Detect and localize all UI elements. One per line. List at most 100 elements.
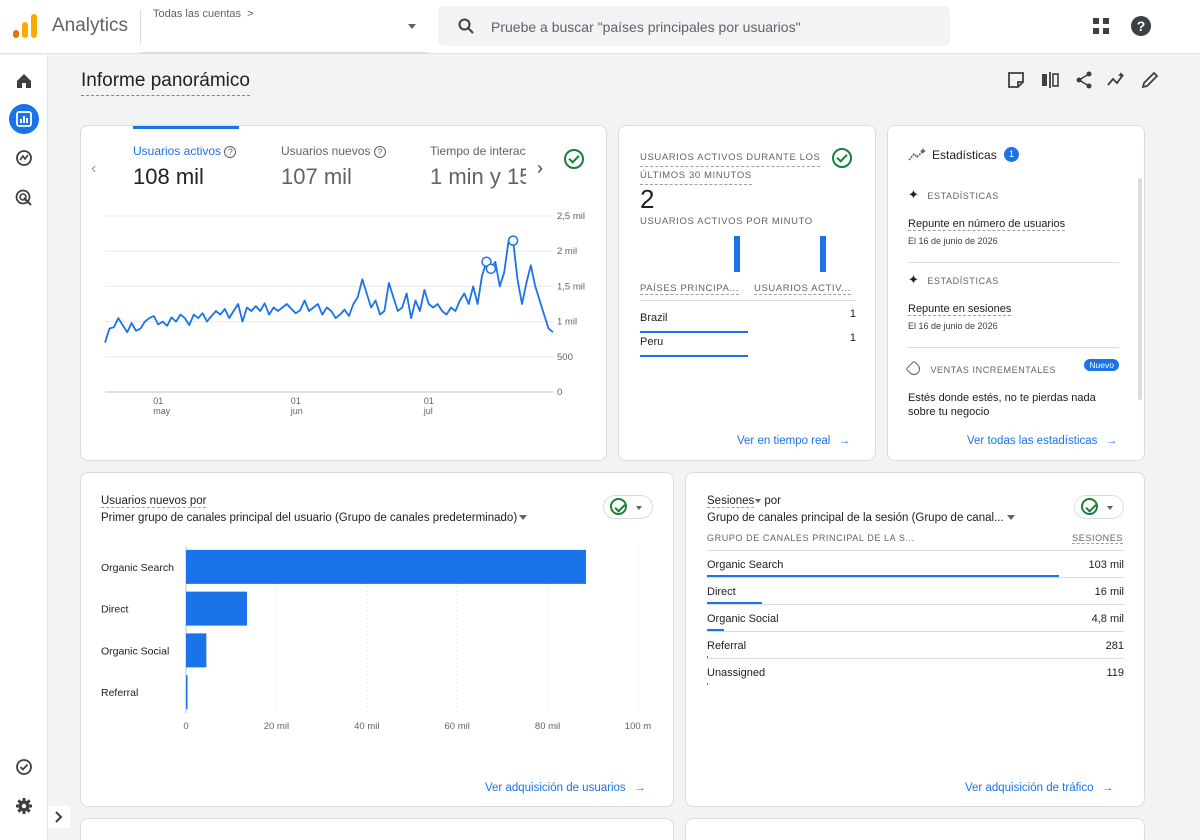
card-footer (888, 418, 1144, 460)
table-row[interactable]: Peru 1 (640, 332, 856, 357)
check-status-icon[interactable] (832, 148, 852, 168)
help-icon[interactable]: ? (1131, 16, 1151, 36)
table-row[interactable]: Referral 281 (707, 632, 1124, 659)
scrollbar[interactable] (1138, 178, 1142, 400)
caret-down-icon (755, 498, 762, 503)
next-card (685, 818, 1145, 840)
table-row[interactable]: Organic Social 4,8 mil (707, 605, 1124, 632)
chevron-right-icon (55, 811, 63, 823)
account-selector[interactable]: Todas las cuentas > (153, 8, 254, 20)
explore-icon[interactable] (9, 143, 39, 173)
row-channel: Direct (707, 586, 736, 598)
overview-card: ‹ Usuarios activos ? 108 mil Usuarios nu… (80, 125, 607, 461)
compare-status-dropdown[interactable] (1074, 495, 1124, 519)
bar[interactable] (186, 675, 188, 710)
tab-value: 107 mil (281, 164, 352, 189)
y-tick-label: 0 (557, 387, 562, 398)
settings-gear-icon[interactable] (9, 791, 39, 821)
sessions-card: Sesiones por Grupo de canales principal d… (685, 472, 1145, 807)
dimension-label: Grupo de canales principal de la sesión … (707, 512, 1004, 524)
insights-icon[interactable] (1106, 70, 1126, 90)
view-traffic-acquisition-link[interactable]: Ver adquisición de tráfico → (965, 778, 1113, 796)
per-minute-bars (640, 236, 856, 272)
tab-new-users[interactable]: Usuarios nuevos ? 107 mil (281, 144, 386, 190)
caret-down-icon[interactable] (408, 24, 416, 29)
apps-grid-icon[interactable] (1093, 18, 1109, 34)
insight-item[interactable]: ✦ ESTADÍSTICAS Repunte en número de usua… (908, 186, 1119, 246)
row-share-bar (707, 683, 708, 685)
minute-bar[interactable] (734, 236, 740, 272)
col-header-countries[interactable]: PAÍSES PRINCIPA... (640, 283, 740, 295)
y-tick-label: 1,5 mil (557, 281, 585, 292)
edit-pencil-icon[interactable] (1140, 70, 1160, 90)
next-arrow-icon[interactable]: › (537, 158, 543, 178)
dimension-selector[interactable]: Grupo de canales principal de la sesión … (707, 512, 1015, 524)
bar[interactable] (186, 591, 248, 626)
expand-nav-button[interactable] (48, 806, 70, 828)
view-all-insights-link[interactable]: Ver todas las estadísticas → (967, 431, 1117, 449)
search-input[interactable]: Pruebe a buscar "países principales por … (491, 19, 801, 35)
insights-count-badge: 1 (1004, 147, 1019, 162)
realtime-title-line: ÚLTIMOS 30 MINUTOS (640, 167, 752, 185)
row-country: Peru (640, 336, 664, 348)
search-box[interactable]: Pruebe a buscar "países principales por … (438, 6, 950, 46)
row-users: 1 (849, 308, 856, 320)
sparkle-icon: ✦ (908, 187, 919, 202)
realtime-card: USUARIOS ACTIVOS DURANTE LOS ÚLTIMOS 30 … (618, 125, 876, 461)
category-label: Direct (101, 604, 129, 616)
row-channel: Referral (707, 640, 747, 652)
row-share-bar (707, 602, 762, 604)
anomaly-marker[interactable] (485, 263, 497, 275)
arrow-right-icon: → (838, 435, 851, 447)
col-header-channel[interactable]: GRUPO DE CANALES PRINCIPAL DE LA S... (707, 533, 915, 543)
dimension-selector[interactable]: Primer grupo de canales principal del us… (101, 512, 528, 524)
series-line[interactable] (104, 239, 554, 343)
admin-check-icon[interactable] (9, 752, 39, 782)
bar[interactable] (186, 633, 207, 668)
advertising-icon[interactable] (9, 183, 39, 213)
reports-icon[interactable] (9, 104, 39, 134)
customize-report-icon[interactable] (1006, 70, 1026, 90)
table-row[interactable]: Organic Search 103 mil (707, 551, 1124, 578)
row-share-bar (640, 355, 748, 357)
analytics-logo-icon[interactable] (13, 14, 37, 38)
x-tick-label: may (153, 406, 171, 416)
metric-label: Sesiones (707, 495, 755, 508)
view-user-acquisition-link[interactable]: Ver adquisición de usuarios → (485, 778, 646, 796)
insight-item[interactable]: ✦ ESTADÍSTICAS Repunte en sesiones El 16… (908, 271, 1119, 331)
table-row[interactable]: Direct 16 mil (707, 578, 1124, 605)
prev-arrow-icon[interactable]: ‹ (91, 160, 97, 177)
promo-item[interactable]: VENTAS INCREMENTALES Nuevo Estés donde e… (905, 359, 1119, 418)
anomaly-marker[interactable] (507, 235, 519, 246)
page-title[interactable]: Informe panorámico (81, 70, 250, 96)
bar[interactable] (186, 549, 587, 584)
row-share-bar (707, 629, 724, 631)
minute-bar[interactable] (820, 236, 826, 272)
compare-status-dropdown[interactable] (603, 495, 653, 519)
x-tick-label: 80 mil (535, 721, 560, 732)
compare-icon[interactable] (1040, 70, 1060, 90)
row-sessions: 119 (1106, 667, 1124, 679)
tab-value: 1 min y 15 (430, 164, 526, 189)
y-tick-label: 2 mil (557, 246, 577, 257)
tab-value: 108 mil (133, 164, 204, 189)
divider (908, 262, 1119, 263)
new-users-bar-chart: 0 20 mil 40 mil 60 mil 80 mil 100 m Organic Se… (101, 546, 651, 732)
table-row[interactable]: Brazil 1 (640, 308, 856, 333)
dimension-label: Primer grupo de canales principal del us… (101, 512, 518, 524)
active-tab-indicator (133, 126, 239, 129)
table-row[interactable]: Unassigned 119 (707, 659, 1124, 686)
home-icon[interactable] (9, 66, 39, 96)
view-realtime-link[interactable]: Ver en tiempo real → (737, 431, 850, 449)
sessions-title[interactable]: Sesiones por (707, 495, 781, 508)
tab-engagement-time[interactable]: Tiempo de interac 1 min y 15 (430, 144, 526, 190)
category-label: Referral (101, 687, 138, 699)
share-icon[interactable] (1074, 70, 1094, 90)
tab-active-users[interactable]: Usuarios activos ? 108 mil (133, 144, 237, 190)
col-header-sessions[interactable]: SESIONES (1072, 533, 1123, 544)
check-status-icon[interactable] (564, 149, 584, 169)
col-header-users[interactable]: USUARIOS ACTIV... (754, 283, 851, 295)
sparkle-icon: ✦ (908, 272, 919, 287)
arrow-right-icon: → (1105, 435, 1118, 447)
